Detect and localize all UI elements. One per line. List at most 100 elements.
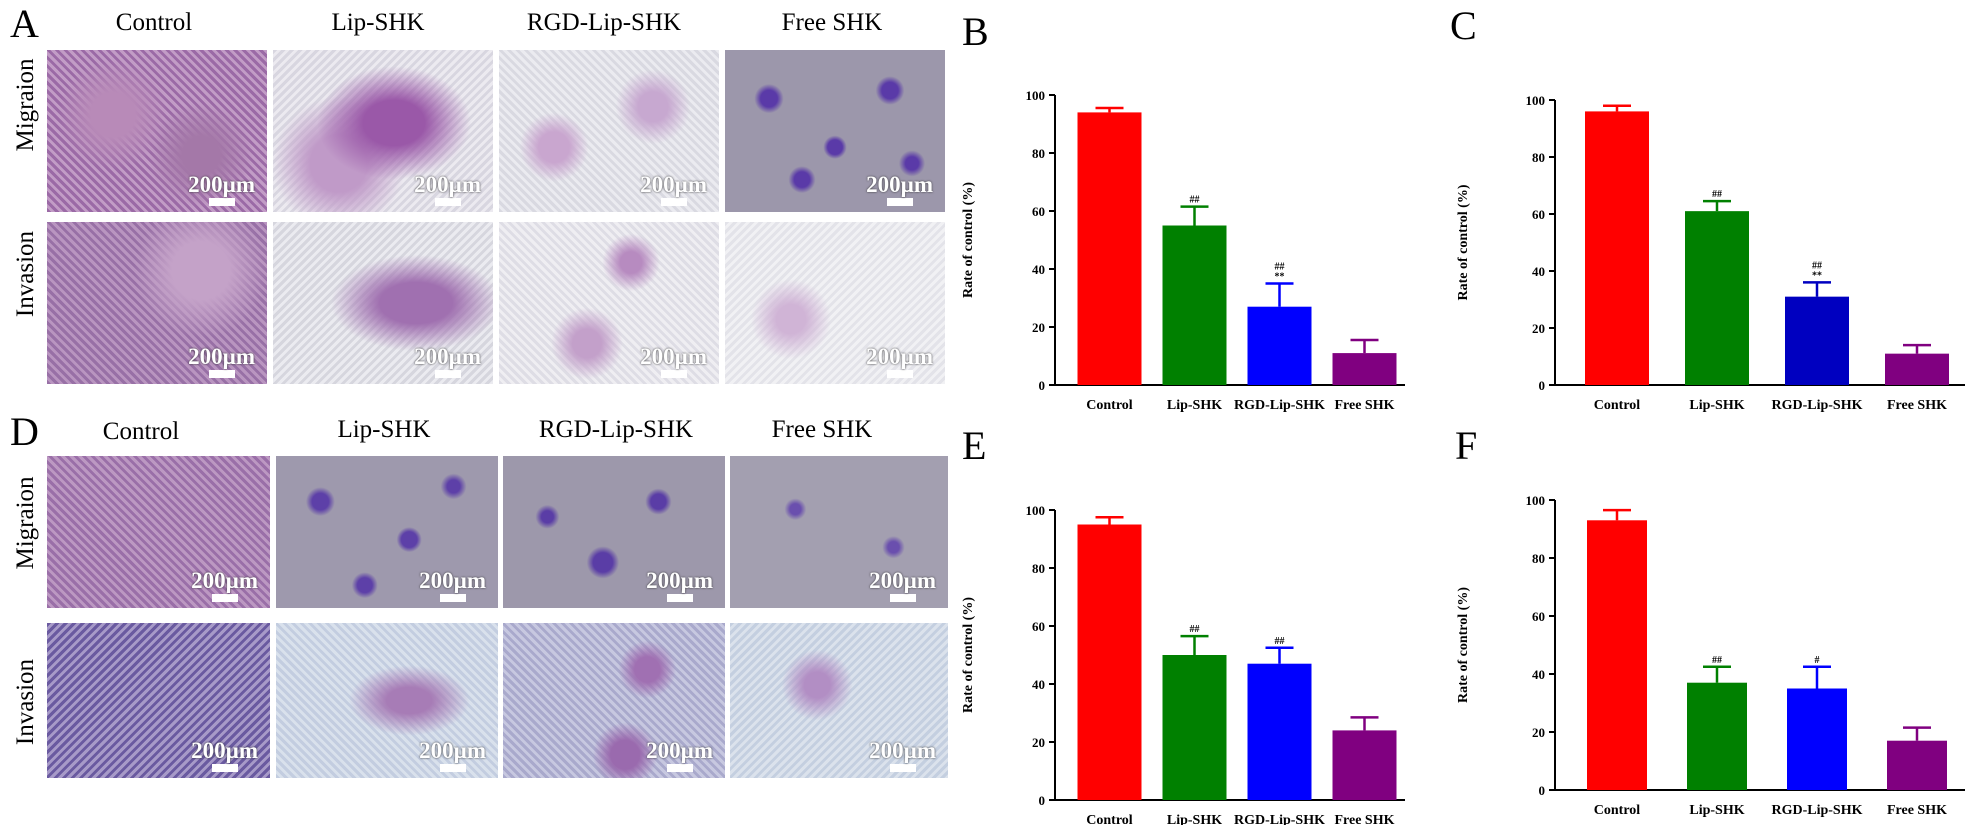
micrograph-free-shk-migration: 200µm (730, 456, 948, 608)
micrograph-rgd-lip-shk-migration: 200µm (503, 456, 725, 608)
micrograph-lip-shk-invasion: 200µm (273, 222, 493, 384)
micrograph-rgd-lip-shk-migration: 200µm (499, 50, 719, 212)
y-tick-label: 40 (1532, 667, 1545, 682)
scale-bar: 200µm (414, 345, 481, 378)
micrograph-control-invasion: 200µm (47, 222, 267, 384)
significance-label: ** (1812, 270, 1822, 281)
scale-bar: 200µm (414, 173, 481, 206)
micrograph-lip-shk-invasion: 200µm (276, 623, 498, 778)
y-tick-label: 60 (1532, 609, 1545, 624)
panel-letter-a: A (10, 1, 39, 46)
x-tick-label: Lip-SHK (1167, 813, 1222, 825)
row-header-migration: Migraion (12, 476, 39, 570)
y-tick-label: 40 (1532, 264, 1545, 279)
significance-label: ## (1712, 655, 1722, 666)
y-tick-label: 40 (1032, 677, 1045, 692)
bar (1162, 655, 1227, 800)
y-axis-label: Rate of control (%) (961, 597, 976, 713)
x-tick-label: RGD-Lip-SHK (1234, 398, 1325, 413)
y-tick-label: 100 (1026, 503, 1046, 518)
micrograph-control-invasion: 200µm (47, 623, 270, 778)
scale-bar: 200µm (640, 345, 707, 378)
column-header-lip-shk: Lip-SHK (331, 9, 425, 36)
scale-bar: 200µm (191, 739, 258, 772)
bar (1247, 306, 1312, 385)
scale-bar: 200µm (191, 569, 258, 602)
x-tick-label: Lip-SHK (1167, 398, 1222, 413)
bar (1077, 524, 1142, 800)
bar-chart-b: 0 20 40 60 80 100 Rate of control (%) Control ##… (961, 88, 1405, 413)
panel-letter-b: B (962, 9, 989, 54)
y-tick-label: 80 (1032, 561, 1045, 576)
significance-label: # (1815, 655, 1820, 666)
micrograph-rgd-lip-shk-invasion: 200µm (499, 222, 719, 384)
y-tick-label: 60 (1532, 207, 1545, 222)
x-tick-label: Control (1086, 813, 1133, 825)
x-tick-label: Lip-SHK (1689, 398, 1744, 413)
micrograph-free-shk-invasion: 200µm (730, 623, 948, 778)
y-tick-label: 0 (1039, 793, 1046, 808)
column-header-free-shk: Free SHK (771, 416, 873, 443)
micrograph-control-migration: 200µm (47, 456, 270, 608)
x-tick-label: RGD-Lip-SHK (1234, 813, 1325, 825)
x-tick-label: Lip-SHK (1689, 803, 1744, 818)
significance-label: ## (1190, 195, 1200, 206)
panel-letter-e: E (962, 423, 987, 468)
panel-letter-c: C (1450, 3, 1477, 48)
y-tick-label: 100 (1026, 88, 1046, 103)
column-header-control: Control (102, 418, 180, 445)
scale-bar: 200µm (419, 569, 486, 602)
x-tick-label: Control (1086, 398, 1133, 413)
y-axis-label: Rate of control (%) (1456, 587, 1471, 703)
micrograph-lip-shk-migration: 200µm (276, 456, 498, 608)
x-tick-label: RGD-Lip-SHK (1771, 398, 1862, 413)
micrograph-rgd-lip-shk-invasion: 200µm (503, 623, 725, 778)
y-tick-label: 60 (1032, 619, 1045, 634)
panel-letter-d: D (10, 409, 39, 454)
significance-label: ## (1275, 262, 1285, 273)
bar (1785, 296, 1849, 385)
y-tick-label: 0 (1539, 378, 1546, 393)
row-header-invasion: Invasion (12, 230, 39, 318)
y-tick-label: 20 (1532, 321, 1545, 336)
scale-bar: 200µm (869, 739, 936, 772)
column-header-free-shk: Free SHK (781, 9, 883, 36)
bar (1162, 225, 1227, 385)
x-tick-label: Control (1594, 803, 1641, 818)
bar (1332, 353, 1397, 385)
column-header-rgd-lip-shk: RGD-Lip-SHK (538, 416, 694, 443)
y-axis-label: Rate of control (%) (961, 182, 976, 298)
bar-chart-c: 0 20 40 60 80 100 Rate of control (%) Control ##… (1456, 93, 1965, 413)
scale-bar: 200µm (188, 345, 255, 378)
scale-bar: 200µm (869, 569, 936, 602)
scale-bar: 200µm (866, 345, 933, 378)
scale-bar: 200µm (640, 173, 707, 206)
y-tick-label: 80 (1532, 150, 1545, 165)
y-tick-label: 80 (1532, 551, 1545, 566)
row-header-invasion: Invasion (12, 658, 39, 746)
bar-chart-e: 0 20 40 60 80 100 Rate of control (%) Control ##… (961, 503, 1405, 825)
bar (1077, 112, 1142, 386)
x-tick-label: Free SHK (1887, 803, 1947, 818)
scale-bar: 200µm (188, 173, 255, 206)
y-tick-label: 80 (1032, 146, 1045, 161)
micrograph-control-migration: 200µm (47, 50, 267, 212)
x-tick-label: Control (1594, 398, 1641, 413)
bar (1247, 663, 1312, 800)
bar (1332, 730, 1397, 800)
bar (1887, 740, 1947, 790)
panel-letter-f: F (1455, 423, 1478, 468)
y-axis-label: Rate of control (%) (1456, 184, 1471, 300)
y-tick-label: 0 (1039, 378, 1046, 393)
significance-label: ## (1812, 260, 1822, 271)
x-tick-label: Free SHK (1887, 398, 1947, 413)
bar (1787, 688, 1847, 790)
micrograph-free-shk-migration: 200µm (725, 50, 945, 212)
bar (1585, 111, 1649, 386)
scale-bar: 200µm (866, 173, 933, 206)
bar (1885, 353, 1949, 385)
x-tick-label: Free SHK (1334, 398, 1394, 413)
y-tick-label: 20 (1032, 320, 1045, 335)
x-tick-label: Free SHK (1334, 813, 1394, 825)
y-tick-label: 20 (1032, 735, 1045, 750)
